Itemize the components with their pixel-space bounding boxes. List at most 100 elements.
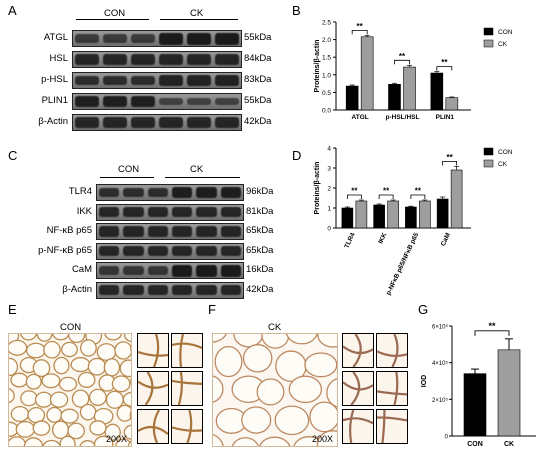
legend-label: CK [498,41,508,48]
blot-band [99,187,120,198]
blot-protein-label: CaM [71,264,92,275]
blot-band [99,266,120,275]
y-tick-label: 1.0 [322,72,331,79]
adipocyte [233,334,264,348]
blot-kda-label: 42kDa [244,116,272,127]
blot-band [123,266,144,275]
blot-kda-label: 16kDa [246,264,274,275]
blot-band [131,54,155,65]
blot-band [220,245,241,257]
blot-band [131,117,155,128]
blot-band [147,284,168,296]
bar [450,169,463,229]
adipocyte [304,352,337,378]
adipocyte [274,405,310,436]
cell-boundary [343,334,373,367]
panel-letter-b: B [292,3,301,18]
blot-band [215,54,239,65]
adipocyte [51,420,70,440]
adipocyte [93,435,114,446]
adipocyte [9,388,15,404]
x-tick-label: CON [467,441,483,448]
blot-band [75,75,99,86]
histology-zoom-thumbnail [171,333,203,368]
adipocyte [261,334,290,349]
blot-protein-label: PLIN1 [41,95,68,106]
legend-swatch [483,159,494,168]
blot-band [215,97,239,106]
blot-band [99,245,120,257]
histology-zoom-thumbnail [171,371,203,406]
adipocyte [231,437,259,446]
significance-bracket [351,29,368,35]
blot-protein-label: β-Actin [38,116,68,127]
blot-band [147,245,168,257]
group-line-ck [160,19,238,20]
cell-boundary [172,372,202,405]
blot-band [147,187,168,198]
x-tick-label: ATGL [352,114,369,121]
x-tick-label: TLR4 [343,232,356,250]
adipocyte [317,334,337,348]
blot-protein-label: β-Actin [62,283,92,295]
adipocyte [27,406,46,424]
bar [445,97,459,111]
significance-bracket [442,160,458,166]
blot-band [220,186,241,199]
blot-band [220,206,241,218]
adipocyte [25,342,46,359]
adipocyte [67,422,85,440]
blot-band [123,187,144,198]
blot-band [159,32,183,45]
bar [436,198,449,229]
adipocyte [87,357,107,376]
significance-label: ** [383,187,390,196]
group-line-ck [165,177,240,178]
adipocyte [213,434,224,446]
blot-kda-label: 96kDa [246,186,274,197]
adipocyte [122,391,131,407]
panel-letter-c: C [8,148,18,163]
panel-letter-f: F [208,302,216,317]
adipocyte [288,375,323,404]
significance-label: ** [415,187,422,196]
y-tick-label: 2×10⁵ [432,397,449,404]
adipocyte [77,371,96,388]
blot-strip [72,51,242,68]
y-tick-label: 6×10⁵ [432,324,449,331]
significance-bracket [474,330,510,336]
panel-letter-g: G [418,302,429,317]
adipocyte [49,391,69,408]
blot-band [123,245,144,257]
adipocyte [214,345,243,378]
blot-band [131,34,155,43]
blot-strip [96,184,244,201]
adipocyte [20,390,38,407]
adipocyte [53,356,70,375]
adipocyte [60,408,79,424]
histology-zoom-thumbnail [376,371,408,406]
blot-band [187,32,211,45]
blot-band [196,186,217,199]
histology-zoom-thumbnail [342,371,374,406]
cell-boundary [172,334,202,367]
group-label-ck: CK [190,8,204,19]
adipocyte [23,437,44,446]
adipocyte [41,373,61,389]
significance-label: ** [399,52,406,61]
blot-band [196,245,217,257]
adipocyte [105,390,124,409]
cell-boundary [138,410,168,443]
adipocyte [103,358,121,377]
magnification-label: 200X [105,434,127,444]
blot-band [131,95,155,108]
histology-zoom-thumbnail [137,333,169,368]
significance-label: ** [441,58,448,67]
adipocyte [51,334,70,341]
blot-band [147,226,168,237]
blot-band [103,75,127,86]
blot-protein-label: IKK [76,205,92,217]
adipocyte [127,440,131,446]
adipocyte [79,440,96,446]
bar [345,85,359,111]
